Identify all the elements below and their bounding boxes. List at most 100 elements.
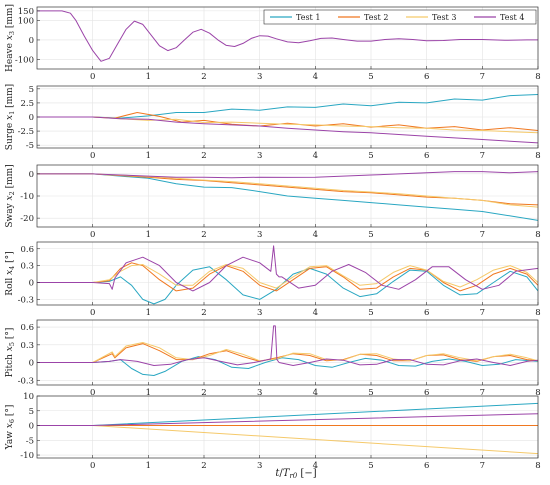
yaw-xtick-label: 5 <box>368 461 373 471</box>
surge-ytick-label: -2.5 <box>18 127 34 137</box>
sway-ytick-label: -10 <box>20 192 34 202</box>
panel-yaw: 10 5 0 -5 -10 0 1 2 3 4 5 6 7 8 Yaw x6 [°] <box>5 392 541 471</box>
heave-xtick-label: 4 <box>313 72 318 82</box>
surge-series-test-2 <box>37 112 538 131</box>
roll-axes-frame <box>36 241 539 306</box>
pitch-axes-frame <box>36 319 539 386</box>
heave-xtick-label: 2 <box>201 72 206 82</box>
legend-box <box>263 9 537 25</box>
sway-xtick-label: 3 <box>257 230 262 240</box>
heave-xtick-label: 7 <box>480 72 485 82</box>
roll-series-test-3 <box>37 264 538 289</box>
yaw-ytick-label: -10 <box>20 451 34 461</box>
surge-series-test-4 <box>37 116 538 144</box>
legend-label-test-3: Test 3 <box>432 13 456 22</box>
roll-plot-area <box>37 242 538 305</box>
pitch-xtick-label: 1 <box>146 388 151 398</box>
pitch-xtick-label: 3 <box>257 388 262 398</box>
pitch-series-test-1 <box>37 356 538 376</box>
yaw-xtick-label: 0 <box>90 461 95 471</box>
sway-series-test-1 <box>37 173 538 221</box>
heave-xtick-label: 6 <box>424 72 429 82</box>
surge-xtick-label: 5 <box>368 151 373 161</box>
roll-xtick-label: 5 <box>368 308 373 318</box>
roll-xtick-label: 4 <box>313 308 318 318</box>
sway-xtick-label: 1 <box>146 230 151 240</box>
roll-ytick-label: -0.3 <box>18 295 34 305</box>
pitch-ytick-label: 0 <box>29 359 34 369</box>
surge-ytick-label: 2.5 <box>20 99 34 109</box>
pitch-xtick-label: 6 <box>424 388 429 398</box>
pitch-ytick-label: 0.3 <box>20 341 34 351</box>
legend-label-test-1: Test 1 <box>296 13 320 22</box>
panel-sway: 0 -10 -20 0 1 2 3 4 5 6 7 8 Sway x2 [mm] <box>5 164 541 240</box>
pitch-xtick-label: 4 <box>313 388 318 398</box>
heave-ytick-label: 150 <box>18 7 34 17</box>
pitch-xtick-label: 5 <box>368 388 373 398</box>
heave-xtick-label: 3 <box>257 72 262 82</box>
roll-ylabel: Roll x4 [°] <box>5 251 16 295</box>
roll-ytick-label: 0.3 <box>20 262 34 272</box>
roll-ytick-label: 0.6 <box>20 245 34 255</box>
yaw-series-test-4 <box>37 413 538 426</box>
yaw-xtick-label: 2 <box>201 461 206 471</box>
yaw-xtick-label: 8 <box>535 461 540 471</box>
surge-xtick-label: 2 <box>201 151 206 161</box>
panel-surge: 5 2.5 0 -2.5 -5 0 1 2 3 4 5 6 7 8 Surge x1 [mm] <box>5 84 541 161</box>
surge-series-test-1 <box>37 94 538 119</box>
x-axis-label: t/Tr0 [−] <box>275 468 316 480</box>
sway-ytick-label: -20 <box>20 214 34 224</box>
roll-series-test-4 <box>37 245 538 292</box>
yaw-ytick-label: 5 <box>29 407 34 417</box>
legend-label-test-4: Test 4 <box>500 13 524 22</box>
panel-pitch: 0.6 0.3 0 -0.3 0 1 2 3 4 5 6 7 8 Pitch x5 [°] <box>5 319 541 398</box>
legend: Test 1 Test 2 Test 3 Test 4 <box>263 9 537 25</box>
pitch-ylabel: Pitch x5 [°] <box>5 328 16 378</box>
yaw-xtick-label: 1 <box>146 461 151 471</box>
surge-xtick-label: 6 <box>424 151 429 161</box>
yaw-xtick-label: 3 <box>257 461 262 471</box>
pitch-series-test-2 <box>37 343 538 363</box>
surge-ytick-label: 5 <box>29 85 34 95</box>
surge-ytick-label: 0 <box>29 113 34 123</box>
panel-roll: 0.6 0.3 0 -0.3 0 1 2 3 4 5 6 7 8 Roll x4 [°] <box>5 241 541 318</box>
roll-xtick-label: 6 <box>424 308 429 318</box>
pitch-xtick-label: 8 <box>535 388 540 398</box>
surge-xtick-label: 8 <box>535 151 540 161</box>
surge-xtick-label: 0 <box>90 151 95 161</box>
yaw-ytick-label: -5 <box>26 436 34 446</box>
sway-ylabel: Sway x2 [mm] <box>5 164 16 227</box>
sway-xtick-label: 7 <box>480 230 485 240</box>
heave-ytick-label: -100 <box>15 55 34 65</box>
pitch-ytick-label: 0.6 <box>20 323 34 333</box>
pitch-xtick-label: 7 <box>480 388 485 398</box>
yaw-ytick-label: 10 <box>23 392 34 402</box>
sway-series-test-4 <box>37 171 538 179</box>
surge-xtick-label: 4 <box>313 151 318 161</box>
heave-xtick-label: 0 <box>90 72 95 82</box>
roll-xtick-label: 8 <box>535 308 540 318</box>
surge-ylabel: Surge x1 [mm] <box>5 84 16 150</box>
pitch-xtick-label: 2 <box>201 388 206 398</box>
surge-ytick-label: -5 <box>26 141 34 151</box>
yaw-xtick-label: 7 <box>480 461 485 471</box>
sway-xtick-label: 4 <box>313 230 318 240</box>
roll-ytick-label: 0 <box>29 279 34 289</box>
sway-xtick-label: 8 <box>535 230 540 240</box>
roll-xtick-label: 1 <box>146 308 151 318</box>
surge-xtick-label: 7 <box>480 151 485 161</box>
heave-ytick-label: 100 <box>18 17 34 27</box>
yaw-ylabel: Yaw x6 [°] <box>5 405 16 451</box>
pitch-ytick-label: -0.3 <box>18 376 34 386</box>
roll-series-test-1 <box>37 266 538 305</box>
roll-xtick-label: 0 <box>90 308 95 318</box>
pitch-series-test-3 <box>37 342 538 363</box>
heave-xtick-label: 1 <box>146 72 151 82</box>
roll-xtick-label: 3 <box>257 308 262 318</box>
sway-xtick-label: 6 <box>424 230 429 240</box>
roll-xtick-label: 7 <box>480 308 485 318</box>
surge-xtick-label: 1 <box>146 151 151 161</box>
legend-label-test-2: Test 2 <box>364 13 388 22</box>
